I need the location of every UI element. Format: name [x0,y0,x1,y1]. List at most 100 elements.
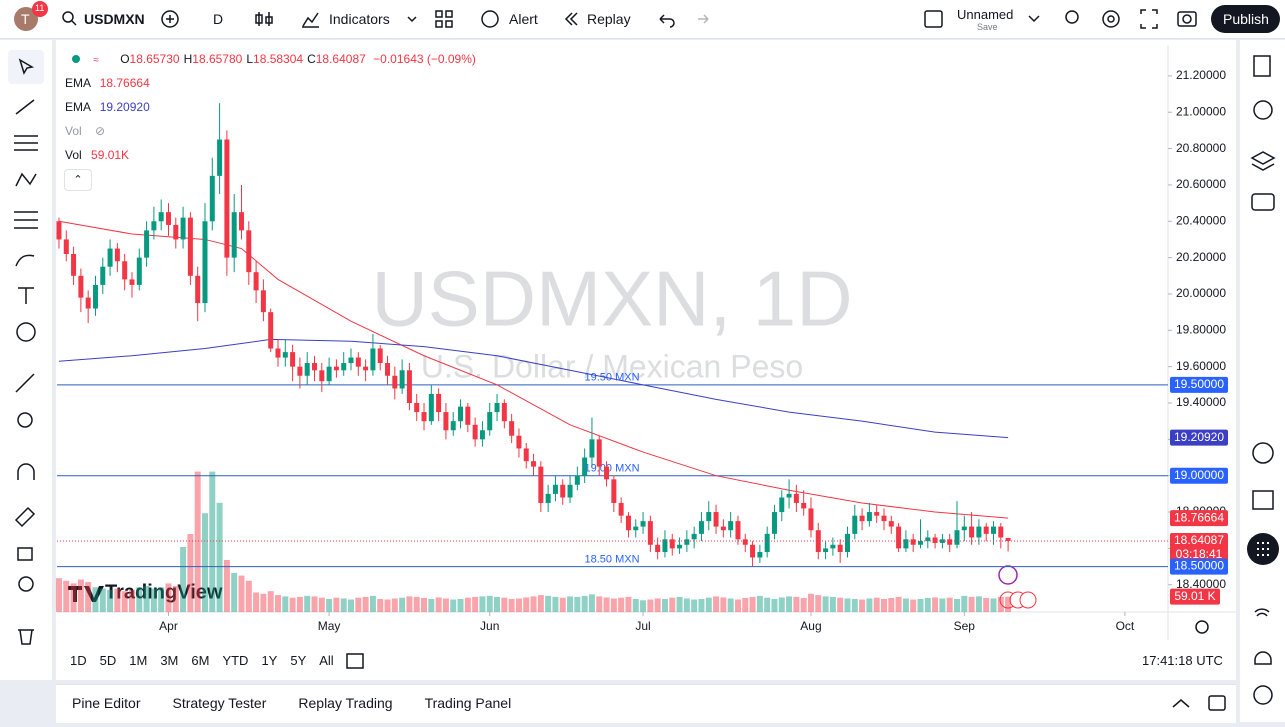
publish[interactable]: Publish [1223,11,1269,27]
lock-tool[interactable] [14,506,36,528]
volume-bar [479,596,486,612]
candle-body [465,406,471,425]
volume-bar [107,589,114,612]
range-button[interactable]: 1D [70,653,87,668]
layout-name[interactable]: Unnamed [957,7,1014,22]
redo[interactable] [698,14,709,24]
candle-body [436,393,442,413]
ideas[interactable] [1252,442,1274,464]
panel-tab[interactable]: Replay Trading [298,695,393,711]
range-button[interactable]: All [319,653,334,668]
settings[interactable] [1102,10,1120,28]
date-range-icon[interactable] [345,651,367,671]
delete-tool[interactable] [18,629,34,645]
candle-body [282,352,288,358]
volume-bar [494,596,501,612]
fullscreen[interactable] [1140,9,1158,29]
streams[interactable] [1254,608,1270,617]
range-button[interactable]: 5D [99,653,117,668]
emoji-tool[interactable] [16,322,36,342]
panel-tab[interactable]: Trading Panel [424,695,512,711]
add-symbol[interactable] [161,10,179,28]
chevron[interactable] [407,16,417,23]
layout-menu[interactable] [1028,15,1040,23]
save[interactable]: Save [977,22,998,32]
pattern-tool[interactable] [15,172,37,187]
volume-bar [683,598,690,612]
ema-fast-legend: EMA 18.76664 [65,76,150,90]
volume-bar [734,599,741,612]
range-button[interactable]: 6M [191,653,210,668]
volume-bar [114,588,121,612]
symbol[interactable]: USDMXN [84,11,145,27]
collapse-legend[interactable]: ⌃ [64,169,92,191]
alerts[interactable] [1253,100,1273,120]
replay-icon[interactable] [564,12,578,26]
ohlc-value: 18.64087 [315,52,366,66]
interval[interactable]: D [213,11,224,27]
alert[interactable]: Alert [509,11,538,27]
line-tool[interactable] [15,99,35,115]
layouts[interactable] [435,10,453,28]
forecast-tool[interactable] [14,211,38,229]
x-tick-label: Sep [954,619,976,633]
undo[interactable] [659,14,675,28]
panel-tab[interactable]: Strategy Tester [172,695,267,711]
candle-body [582,457,588,476]
candle-body [677,544,683,549]
fib-tool[interactable] [14,135,38,151]
avatar[interactable] [14,7,38,31]
chart-type[interactable] [255,12,273,26]
volume-bar [537,595,544,612]
layout-icon[interactable] [924,10,943,28]
x-tick-label: May [318,619,341,633]
volume-bar [778,597,785,612]
replay[interactable]: Replay [587,11,631,27]
data-window[interactable] [1250,151,1276,171]
brush-tool[interactable] [15,254,35,267]
y-tick-label: 19.80000 [1176,322,1226,336]
volume-bar [201,513,208,612]
economic-event[interactable] [1019,591,1037,609]
snapshot[interactable] [1177,11,1197,27]
range-button[interactable]: 5Y [290,653,307,668]
candle-body [304,363,310,376]
hide-tool[interactable] [17,547,33,561]
range-button[interactable]: 1M [129,653,148,668]
alert-icon[interactable] [481,10,499,28]
watchlist[interactable] [1253,55,1271,77]
price-tag [1170,558,1228,575]
cursor-tool[interactable] [18,58,35,75]
quick-search[interactable] [1065,10,1079,24]
candle-body [100,266,106,285]
help[interactable] [1253,685,1273,705]
maximize-panel[interactable] [1208,695,1226,711]
volume-bar [647,599,654,612]
hidden-icon[interactable]: ⊘ [95,124,106,138]
axis-settings[interactable] [1195,620,1209,634]
chats[interactable] [1251,193,1275,211]
search-icon[interactable] [62,11,74,23]
range-button[interactable]: 1Y [261,653,278,668]
publish-button[interactable] [1211,5,1280,33]
text-tool[interactable] [18,287,34,304]
top-icons [14,1,1280,33]
ruler-tool[interactable] [15,373,35,393]
candle-body [355,357,361,367]
indicators[interactable]: Indicators [329,11,390,27]
candle-body [808,508,814,531]
zoom-tool[interactable] [17,412,33,428]
ohlc-values: O18.65730 H18.65780 L18.58304 C18.64087 [120,52,370,66]
magnet-tool[interactable] [17,463,35,480]
events-icon[interactable] [998,565,1018,585]
range-button[interactable]: YTD [222,653,249,668]
panel-tab[interactable]: Pine Editor [72,695,141,711]
indicators-icon[interactable] [302,12,319,28]
notifications[interactable] [1254,651,1272,665]
visibility-tool[interactable] [18,576,34,592]
calendar-panel[interactable] [1252,490,1274,510]
volume-bar [442,598,449,612]
expand-panel[interactable] [1172,699,1190,708]
range-button[interactable]: 3M [160,653,179,668]
candle-body [92,284,98,309]
